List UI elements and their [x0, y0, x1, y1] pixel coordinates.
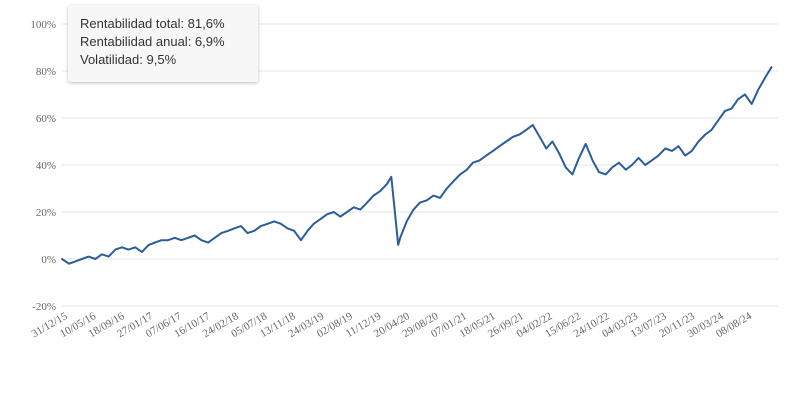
series-line	[61, 66, 773, 265]
y-tick-label: -20%	[32, 301, 56, 313]
y-tick-label: 0%	[41, 254, 56, 266]
annual-return-text: Rentabilidad anual: 6,9%	[80, 34, 225, 49]
total-return-text: Rentabilidad total: 81,6%	[80, 16, 225, 31]
y-tick-label: 40%	[36, 160, 56, 172]
volatility-text: Volatilidad: 9,5%	[80, 52, 177, 67]
y-tick-label: 20%	[36, 207, 56, 219]
y-tick-label: 60%	[36, 113, 56, 125]
y-axis-ticks: -20% 0% 20% 40% 60% 80% 100%	[30, 19, 56, 313]
y-tick-label: 100%	[30, 19, 56, 31]
summary-tooltip: Rentabilidad total: 81,6% Rentabilidad a…	[68, 5, 258, 82]
x-axis-ticks: 31/12/1510/05/1618/09/1627/01/1707/06/17…	[30, 310, 755, 340]
y-tick-label: 80%	[36, 66, 56, 78]
